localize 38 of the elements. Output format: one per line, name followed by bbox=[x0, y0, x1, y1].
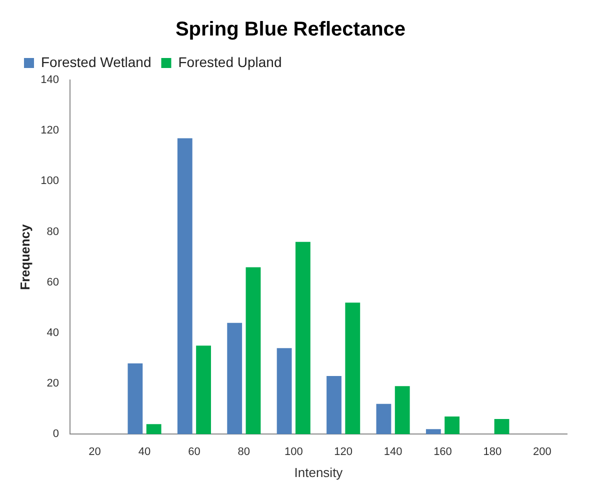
y-tick-label: 40 bbox=[46, 327, 59, 340]
y-tick-label: 20 bbox=[46, 378, 59, 390]
y-tick-label: 140 bbox=[40, 74, 59, 86]
x-tick-label: 80 bbox=[238, 446, 250, 458]
legend-label: Forested Wetland bbox=[41, 54, 152, 70]
x-tick-label: 200 bbox=[532, 446, 552, 458]
x-tick-label: 160 bbox=[434, 446, 452, 458]
x-tick-label: 20 bbox=[88, 446, 101, 458]
bar bbox=[227, 322, 242, 434]
bar bbox=[128, 363, 143, 434]
y-tick-label: 80 bbox=[46, 226, 59, 238]
y-tick-label: 60 bbox=[46, 276, 59, 288]
bar bbox=[494, 419, 510, 434]
bar bbox=[246, 267, 261, 434]
x-axis-title: Intensity bbox=[294, 464, 344, 480]
bar bbox=[345, 302, 360, 434]
x-tick-label: 100 bbox=[284, 446, 303, 458]
y-axis-title: Frequency bbox=[17, 223, 32, 290]
bar bbox=[146, 424, 162, 434]
legend-label: Forested Upland bbox=[178, 54, 282, 70]
bar bbox=[394, 386, 410, 434]
x-tick-label: 120 bbox=[334, 446, 353, 458]
bar bbox=[326, 376, 342, 434]
bar bbox=[276, 348, 292, 434]
bar bbox=[295, 242, 310, 434]
x-tick-label: 60 bbox=[188, 446, 200, 458]
x-tick-label: 40 bbox=[138, 446, 151, 458]
bar bbox=[444, 416, 460, 434]
y-tick-label: 100 bbox=[40, 175, 59, 188]
x-tick-label: 180 bbox=[483, 446, 502, 458]
bar bbox=[177, 138, 192, 434]
bar bbox=[196, 346, 211, 434]
y-tick-label: 0 bbox=[52, 428, 59, 440]
chart-title: Spring Blue Reflectance bbox=[175, 18, 406, 41]
bar bbox=[426, 429, 441, 434]
y-tick-label: 120 bbox=[40, 124, 59, 137]
x-tick-label: 140 bbox=[384, 446, 402, 458]
bar bbox=[376, 404, 392, 434]
